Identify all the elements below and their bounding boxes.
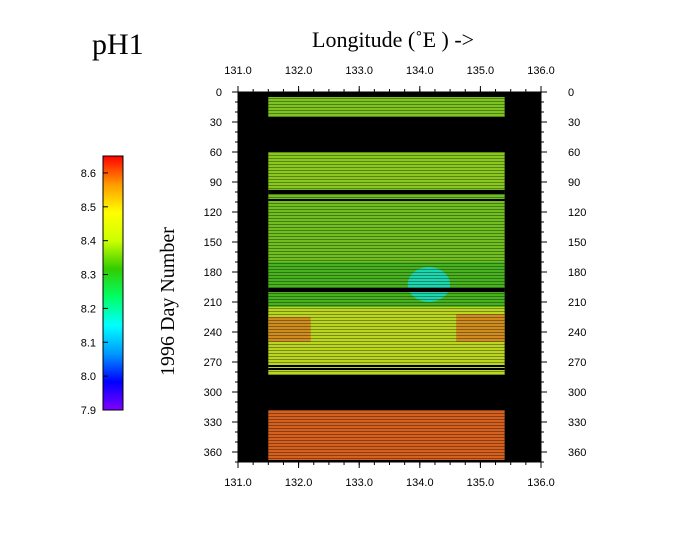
y-tick-label-left: 180 [204, 267, 222, 279]
chart-title: pH1 [92, 28, 144, 61]
axes: 131.0 131.0 132.0 132.0 133.0 133.0 134.0 134.0… [204, 65, 587, 489]
x-tick-label-top: 133.0 [345, 65, 373, 77]
no-data-line [268, 288, 505, 290]
colorbar-tick-label: 8.6 [81, 168, 96, 180]
x-axis-label: Longitude (˚E ) -> [312, 27, 474, 52]
no-data-line [268, 199, 505, 201]
no-data-line [268, 190, 505, 192]
y-tick-label-right: 150 [568, 237, 586, 249]
x-tick-label-top: 135.0 [467, 65, 495, 77]
x-tick-label-bottom: 133.0 [345, 477, 373, 489]
colorbar-tick-label: 8.0 [81, 371, 96, 383]
y-tick-label-left: 270 [204, 357, 222, 369]
no-data-band [238, 92, 541, 97]
y-tick-label-left: 240 [204, 327, 222, 339]
no-data-lines [238, 92, 541, 410]
no-data-band [238, 375, 541, 410]
colorbar-tick-label: 8.3 [81, 270, 96, 282]
y-tick-label-left: 0 [216, 87, 222, 99]
y-tick-label-left: 90 [210, 177, 222, 189]
y-tick-label-right: 180 [568, 267, 586, 279]
no-data-line [268, 290, 505, 292]
y-tick-label-left: 210 [204, 297, 222, 309]
y-tick-label-left: 150 [204, 237, 222, 249]
no-data-line [268, 365, 505, 367]
y-tick-label-left: 330 [204, 417, 222, 429]
colorbar-tick-label: 8.1 [81, 337, 96, 349]
y-tick-label-right: 120 [568, 207, 586, 219]
colorbar-tick-label: 7.9 [81, 405, 96, 417]
y-tick-label-right: 90 [568, 177, 580, 189]
no-data-line [268, 192, 505, 194]
y-tick-label-right: 60 [568, 147, 580, 159]
colorbar-tick-label: 8.2 [81, 303, 96, 315]
x-tick-label-bottom: 135.0 [467, 477, 495, 489]
no-data-band [238, 117, 541, 152]
y-tick-label-left: 360 [204, 447, 222, 459]
y-tick-label-right: 240 [568, 327, 586, 339]
x-tick-label-top: 132.0 [285, 65, 313, 77]
y-tick-label-right: 0 [568, 87, 574, 99]
y-tick-label-right: 300 [568, 387, 586, 399]
x-tick-label-bottom: 132.0 [285, 477, 313, 489]
no-data-line [268, 368, 505, 370]
x-tick-label-top: 131.0 [224, 65, 252, 77]
colorbar-tick-label: 8.5 [81, 202, 96, 214]
x-tick-label-top: 136.0 [527, 65, 555, 77]
plot-area [238, 92, 541, 462]
x-tick-label-top: 134.0 [406, 65, 434, 77]
x-tick-label-bottom: 131.0 [224, 477, 252, 489]
y-tick-label-right: 210 [568, 297, 586, 309]
colorbar-tick-label: 8.4 [81, 236, 96, 248]
x-tick-label-bottom: 136.0 [527, 477, 555, 489]
y-tick-label-left: 60 [210, 147, 222, 159]
y-tick-label-right: 360 [568, 447, 586, 459]
y-tick-label-right: 30 [568, 117, 580, 129]
y-axis-label: 1996 Day Number [157, 227, 179, 376]
y-tick-label-left: 300 [204, 387, 222, 399]
colorbar-ticks: 8.6 8.5 8.4 8.3 8.2 8.1 8.0 7.9 [81, 168, 108, 417]
colorbar [102, 155, 124, 411]
y-tick-label-left: 120 [204, 207, 222, 219]
y-tick-label-right: 270 [568, 357, 586, 369]
y-tick-label-left: 30 [210, 117, 222, 129]
x-tick-label-bottom: 134.0 [406, 477, 434, 489]
y-tick-label-right: 330 [568, 417, 586, 429]
